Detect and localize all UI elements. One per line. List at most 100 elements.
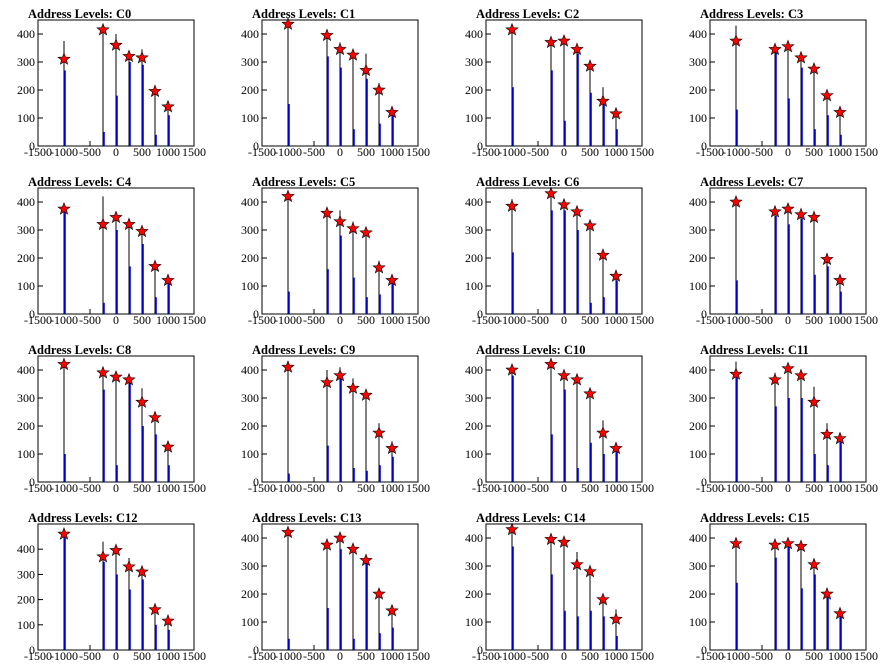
y-tick-label: 200 (17, 593, 35, 607)
y-tick-label: 0 (253, 475, 259, 489)
x-tick-label: -1500 (24, 649, 52, 663)
star-marker (385, 603, 399, 617)
x-tick-label: -1000 (498, 145, 526, 159)
x-tick-label: 1500 (182, 649, 206, 663)
chart-panel: Address Levels: C3 0 100 200 300 400 -1500 -100… (672, 0, 896, 168)
y-tick-label: 0 (477, 139, 483, 153)
chart-panel: Address Levels: C0 0 100 200 300 400 -1500 -100… (0, 0, 224, 168)
y-tick-label: 100 (689, 447, 707, 461)
y-tick-label: 0 (477, 475, 483, 489)
star-marker (505, 362, 519, 376)
x-tick-label: -500 (527, 649, 549, 663)
chart-svg: Address Levels: C15 0 100 200 300 400 -1500-10… (689, 511, 878, 663)
y-tick-label: 0 (477, 307, 483, 321)
chart-svg: Address Levels: C1 0 100 200 300 400 -1500-100… (241, 7, 430, 159)
y-tick-label: 400 (241, 531, 259, 545)
y-tick-label: 200 (17, 83, 35, 97)
y-tick-label: 400 (17, 363, 35, 377)
star-marker (820, 427, 834, 441)
x-tick-label: -500 (79, 313, 101, 327)
star-marker (333, 42, 347, 56)
y-tick-label: 200 (689, 251, 707, 265)
y-tick-label: 100 (465, 279, 483, 293)
y-tick-label: 300 (689, 391, 707, 405)
star-marker (148, 410, 162, 424)
star-marker (281, 17, 295, 30)
star-marker (557, 535, 571, 548)
x-tick-label: -500 (303, 481, 325, 495)
star-marker (583, 59, 597, 72)
x-tick-label: -500 (303, 145, 325, 159)
star-marker (729, 367, 743, 380)
chart-panel: Address Levels: C7 0 100 200 300 400 -1500 -100… (672, 168, 896, 336)
chart-title: Address Levels: C2 (476, 7, 579, 21)
chart-panel: Address Levels: C5 0 100 200 300 400 -1500 -100… (224, 168, 448, 336)
y-tick-label: 200 (465, 251, 483, 265)
x-tick-label: 1000 (156, 481, 180, 495)
y-tick-label: 100 (241, 279, 259, 293)
y-tick-label: 0 (701, 643, 707, 657)
chart-title: Address Levels: C14 (476, 511, 586, 525)
x-tick-label: 1000 (380, 313, 404, 327)
star-marker (281, 189, 295, 203)
x-tick-label: -500 (527, 481, 549, 495)
star-marker (346, 221, 360, 235)
chart-svg: Address Levels: C0 0 100 200 300 400 -1500-100… (17, 7, 206, 159)
x-tick-label: -1500 (472, 145, 500, 159)
star-marker (96, 217, 110, 231)
star-marker (346, 381, 360, 394)
star-marker (781, 201, 795, 215)
y-tick-label: 200 (465, 587, 483, 601)
y-tick-label: 0 (701, 475, 707, 489)
x-tick-label: 500 (357, 313, 375, 327)
star-marker (820, 586, 834, 600)
star-marker (596, 94, 610, 107)
chart-svg: Address Levels: C13 0 100 200 300 400 -1500-10… (241, 511, 430, 663)
star-marker (807, 61, 821, 75)
star-marker (794, 50, 808, 64)
x-tick-label: 500 (581, 145, 599, 159)
star-marker (122, 372, 136, 386)
star-marker (729, 33, 743, 47)
star-marker (333, 214, 347, 228)
y-tick-label: 200 (689, 83, 707, 97)
chart-svg: Address Levels: C2 0 100 200 300 400 -1500-100… (465, 7, 654, 159)
chart-title: Address Levels: C8 (28, 343, 131, 357)
star-marker (320, 537, 334, 551)
star-marker (570, 557, 584, 571)
x-tick-label: 500 (133, 649, 151, 663)
star-marker (320, 28, 334, 42)
y-tick-label: 400 (241, 27, 259, 41)
y-tick-label: 0 (29, 139, 35, 153)
star-marker (109, 38, 123, 51)
x-tick-label: 1000 (604, 145, 628, 159)
y-tick-label: 0 (701, 307, 707, 321)
star-marker (557, 368, 571, 382)
star-marker (359, 63, 373, 77)
y-tick-label: 200 (241, 419, 259, 433)
star-marker (96, 365, 110, 379)
y-tick-label: 400 (689, 531, 707, 545)
x-tick-label: 0 (113, 481, 119, 495)
x-tick-label: 0 (337, 649, 343, 663)
star-marker (122, 559, 136, 573)
star-marker (583, 564, 597, 578)
star-marker (161, 613, 175, 627)
x-tick-label: 500 (133, 145, 151, 159)
y-tick-label: 100 (465, 111, 483, 125)
star-marker (122, 49, 136, 63)
x-tick-label: -1500 (248, 481, 276, 495)
x-tick-label: -1500 (24, 145, 52, 159)
star-marker (833, 105, 847, 119)
chart-title: Address Levels: C12 (28, 511, 138, 525)
x-tick-label: 1000 (156, 145, 180, 159)
y-tick-label: 200 (689, 587, 707, 601)
star-marker (333, 368, 347, 382)
x-tick-label: -1000 (274, 145, 302, 159)
x-tick-label: 0 (337, 145, 343, 159)
x-tick-label: -1000 (274, 481, 302, 495)
y-tick-label: 300 (465, 559, 483, 573)
y-tick-label: 300 (17, 55, 35, 69)
x-tick-label: -1000 (722, 481, 750, 495)
chart-panel: Address Levels: C12 0 100 200 300 400 -1500 -10… (0, 504, 224, 672)
